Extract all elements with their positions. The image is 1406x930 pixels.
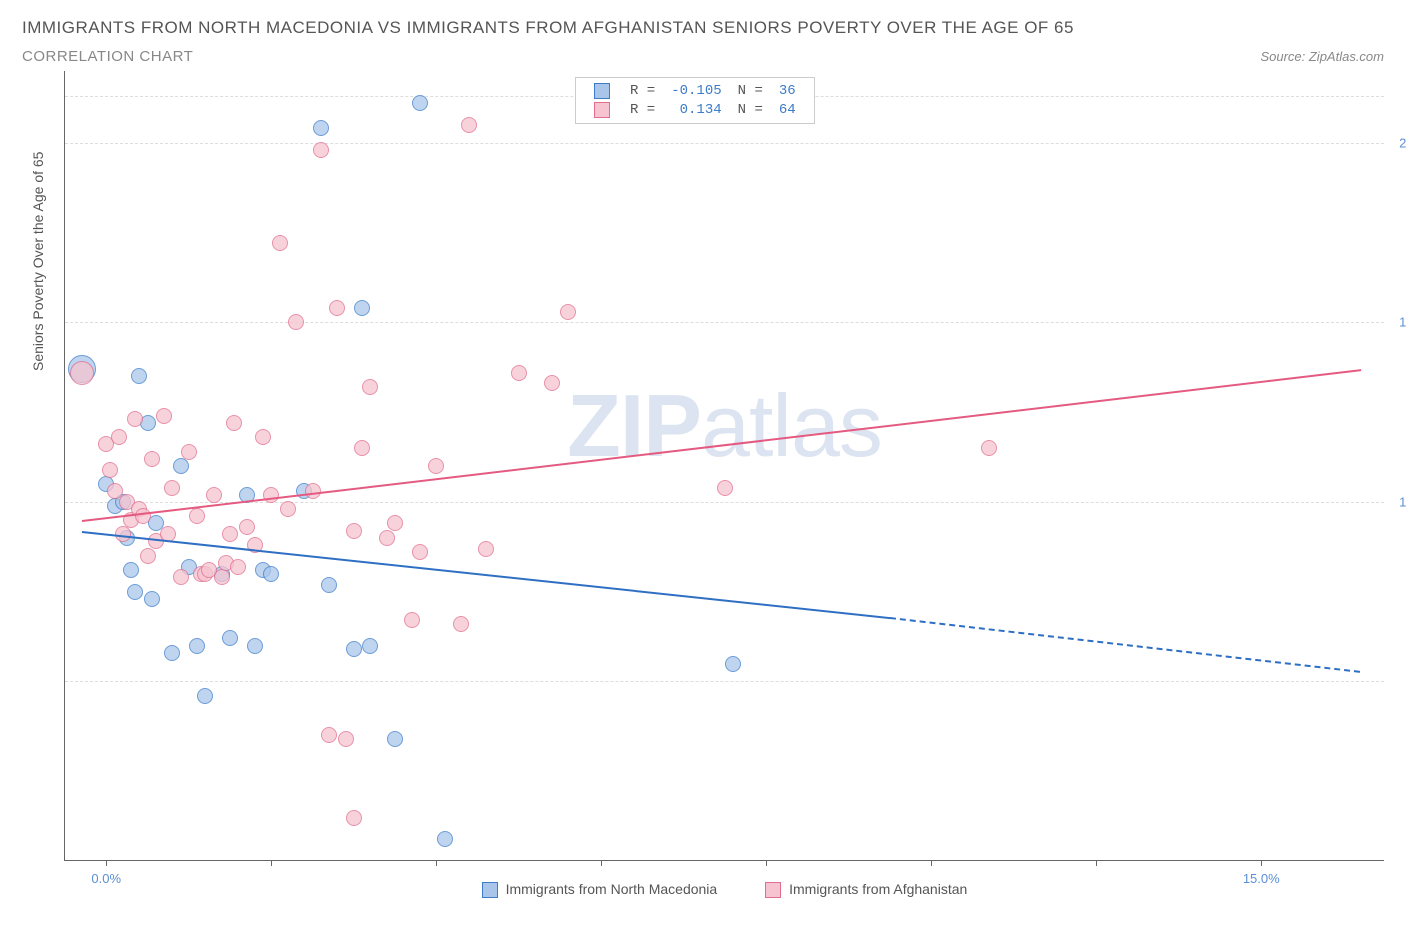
scatter-point	[102, 462, 118, 478]
scatter-point	[111, 429, 127, 445]
scatter-point	[239, 519, 255, 535]
source-credit: Source: ZipAtlas.com	[1260, 49, 1384, 64]
x-tick	[766, 860, 767, 866]
scatter-point	[453, 616, 469, 632]
scatter-point	[164, 645, 180, 661]
gridline	[65, 143, 1384, 144]
scatter-point	[214, 569, 230, 585]
scatter-point	[144, 591, 160, 607]
x-tick	[931, 860, 932, 866]
scatter-point	[981, 440, 997, 456]
scatter-point	[127, 411, 143, 427]
scatter-point	[222, 630, 238, 646]
scatter-point	[127, 584, 143, 600]
scatter-point	[346, 523, 362, 539]
scatter-point	[230, 559, 246, 575]
stats-legend: R =-0.105N =36R =0.134N =64	[575, 77, 815, 124]
scatter-point	[379, 530, 395, 546]
scatter-point	[321, 727, 337, 743]
plot-area: ZIPatlas 5.0%10.0%15.0%20.0%0.0%15.0%R =…	[64, 71, 1384, 861]
scatter-point	[197, 688, 213, 704]
scatter-point	[189, 508, 205, 524]
scatter-point	[131, 368, 147, 384]
y-tick-label: 20.0%	[1399, 135, 1406, 150]
scatter-point	[404, 612, 420, 628]
scatter-point	[412, 544, 428, 560]
scatter-point	[263, 566, 279, 582]
scatter-point	[717, 480, 733, 496]
scatter-point	[313, 142, 329, 158]
scatter-point	[329, 300, 345, 316]
scatter-point	[354, 300, 370, 316]
scatter-point	[387, 515, 403, 531]
legend-item: Immigrants from North Macedonia	[482, 881, 718, 898]
scatter-point	[272, 235, 288, 251]
page-title: IMMIGRANTS FROM NORTH MACEDONIA VS IMMIG…	[22, 18, 1384, 38]
trend-line	[890, 617, 1360, 673]
scatter-point	[206, 487, 222, 503]
x-tick	[1261, 860, 1262, 866]
scatter-point	[338, 731, 354, 747]
scatter-point	[346, 641, 362, 657]
scatter-point	[144, 451, 160, 467]
x-tick	[106, 860, 107, 866]
scatter-point	[189, 638, 205, 654]
y-tick-label: 10.0%	[1399, 494, 1406, 509]
x-tick	[1096, 860, 1097, 866]
scatter-point	[140, 548, 156, 564]
scatter-point	[478, 541, 494, 557]
scatter-point	[387, 731, 403, 747]
scatter-point	[173, 569, 189, 585]
scatter-point	[362, 638, 378, 654]
scatter-point	[725, 656, 741, 672]
scatter-point	[362, 379, 378, 395]
source-name: ZipAtlas.com	[1309, 49, 1384, 64]
x-tick	[271, 860, 272, 866]
watermark-light: atlas	[701, 376, 882, 475]
scatter-point	[346, 810, 362, 826]
scatter-point	[156, 408, 172, 424]
scatter-point	[437, 831, 453, 847]
y-tick-label: 15.0%	[1399, 315, 1406, 330]
gridline	[65, 502, 1384, 503]
scatter-point	[280, 501, 296, 517]
scatter-point	[173, 458, 189, 474]
scatter-point	[560, 304, 576, 320]
chart-subtitle: CORRELATION CHART	[22, 48, 193, 65]
scatter-point	[313, 120, 329, 136]
scatter-point	[511, 365, 527, 381]
x-tick	[436, 860, 437, 866]
scatter-point	[412, 95, 428, 111]
scatter-point	[288, 314, 304, 330]
subtitle-row: CORRELATION CHART Source: ZipAtlas.com	[22, 48, 1384, 65]
gridline	[65, 322, 1384, 323]
gridline	[65, 681, 1384, 682]
source-label: Source:	[1260, 49, 1308, 64]
chart-container: Seniors Poverty Over the Age of 65 ZIPat…	[22, 71, 1384, 901]
legend-item: Immigrants from Afghanistan	[765, 881, 967, 898]
scatter-point	[226, 415, 242, 431]
scatter-point	[544, 375, 560, 391]
scatter-point	[222, 526, 238, 542]
y-axis-label: Seniors Poverty Over the Age of 65	[30, 152, 46, 371]
x-tick	[601, 860, 602, 866]
scatter-point	[247, 638, 263, 654]
scatter-point	[123, 562, 139, 578]
watermark: ZIPatlas	[567, 375, 882, 477]
series-legend: Immigrants from North Macedonia Immigran…	[65, 881, 1384, 898]
scatter-point	[181, 444, 197, 460]
scatter-point	[164, 480, 180, 496]
scatter-point	[321, 577, 337, 593]
scatter-point	[135, 508, 151, 524]
scatter-point	[428, 458, 444, 474]
scatter-point	[255, 429, 271, 445]
scatter-point	[354, 440, 370, 456]
scatter-point	[461, 117, 477, 133]
scatter-point	[70, 361, 94, 385]
